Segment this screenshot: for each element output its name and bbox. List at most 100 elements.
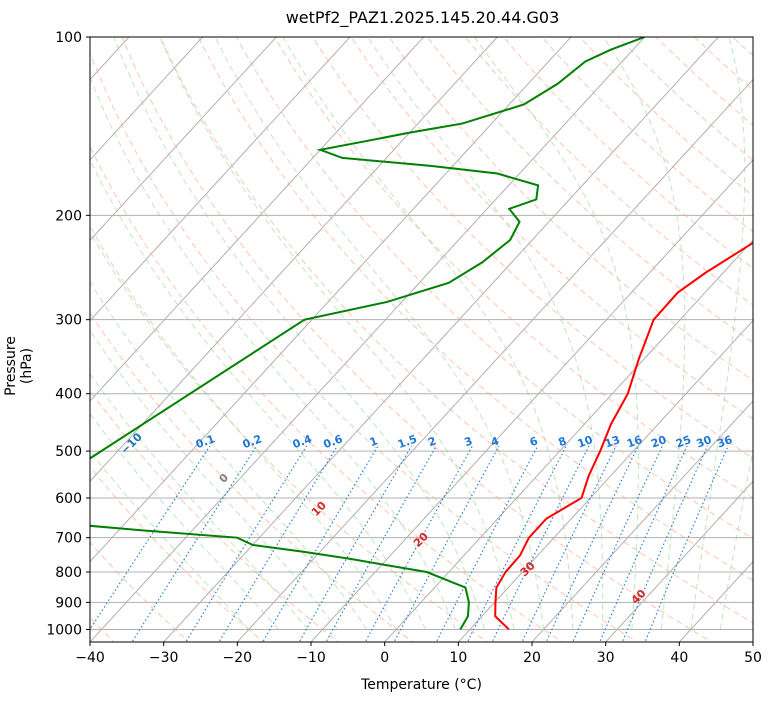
dry-adiabat-line — [426, 37, 753, 344]
moist-adiabat-line — [113, 37, 486, 630]
dry-adiabat-label: 0 — [217, 471, 232, 486]
y-tick-label: 500 — [55, 444, 82, 460]
mixing-ratio-line — [90, 445, 211, 631]
mixing-ratio-line — [393, 445, 500, 642]
dry-adiabat-line — [655, 37, 753, 126]
dry-adiabat-line — [731, 37, 753, 57]
dry-adiabat-line — [90, 541, 190, 642]
isotherm-line — [604, 480, 753, 642]
moist-adiabat-line — [90, 450, 250, 630]
moist-adiabat-line — [90, 225, 397, 630]
mixing-ratio-label: 36 — [715, 433, 734, 451]
mixing-ratio-label: 25 — [674, 433, 693, 450]
mixing-ratio-line — [466, 445, 567, 642]
moist-adiabat-line — [90, 413, 279, 630]
mixing-ratio-line — [298, 445, 413, 642]
dry-adiabat-label: 10 — [309, 499, 329, 519]
moist-adiabat-line — [90, 329, 338, 630]
dry-adiabat-line — [693, 37, 753, 91]
moist-adiabat-line — [690, 37, 746, 630]
dry-adiabat-line — [197, 37, 753, 581]
moist-adiabat-line — [90, 373, 309, 630]
dry-adiabat-line — [617, 37, 753, 161]
dry-adiabat-line — [90, 466, 265, 642]
mixing-ratio-label: 13 — [603, 433, 622, 450]
plot-frame — [89, 36, 754, 643]
y-tick-label: 400 — [55, 387, 82, 403]
mixing-ratio-line — [491, 445, 590, 642]
mixing-ratio-label: 16 — [625, 433, 644, 451]
mixing-ratio-line — [599, 445, 688, 642]
dry-adiabat-label: 40 — [629, 587, 649, 607]
mixing-ratio-label: 0.6 — [322, 432, 345, 451]
mixing-ratio-line — [325, 445, 437, 642]
dry-adiabat-line — [90, 231, 489, 642]
dry-adiabat-line — [90, 311, 414, 642]
y-tick-label: 800 — [55, 565, 82, 581]
dry-adiabat-line — [235, 37, 753, 540]
isotherm-line — [90, 37, 351, 322]
chart-title: wetPf2_PAZ1.2025.145.20.44.G03 — [285, 8, 560, 27]
y-tick-label: 700 — [55, 531, 82, 547]
dry-adiabat-line — [90, 51, 638, 642]
isotherm-line — [236, 78, 753, 642]
dry-adiabat-label: 20 — [411, 530, 431, 550]
moist-adiabat-line — [90, 280, 368, 630]
x-tick-label: 20 — [523, 650, 541, 666]
y-tick-label: 600 — [55, 491, 82, 507]
mixing-ratio-label: 0.2 — [241, 432, 264, 451]
mixing-ratio-label: 20 — [649, 433, 668, 451]
mixing-ratio-label: 30 — [695, 433, 714, 451]
moist-adiabat-line — [90, 76, 456, 630]
dry-adiabat-line — [350, 37, 753, 420]
isotherm-line — [383, 239, 753, 642]
dry-adiabat-label: 30 — [518, 559, 538, 579]
x-tick-label: 30 — [597, 650, 615, 666]
dry-adiabat-line — [756, 24, 775, 645]
x-tick-label: −40 — [75, 650, 105, 666]
x-tick-label: −30 — [149, 650, 179, 666]
mixing-ratio-label: 0.1 — [194, 432, 217, 451]
y-tick-label: 200 — [55, 208, 82, 224]
mixing-ratio-label: 6 — [528, 434, 540, 449]
y-axis-label: Pressure (hPa) — [3, 336, 35, 396]
x-tick-label: 40 — [670, 650, 688, 666]
dry-adiabat-line — [121, 37, 713, 642]
x-axis-label: Temperature (°C) — [361, 677, 482, 693]
mixing-ratio-line — [572, 445, 663, 642]
isotherm-line — [90, 37, 572, 563]
isotherm-line — [90, 37, 646, 642]
mixing-ratio-label: 4 — [489, 434, 501, 449]
mixing-ratio-line — [218, 445, 338, 642]
y-tick-label: 900 — [55, 595, 82, 611]
mixing-ratio-label: 1 — [368, 434, 380, 449]
mixing-ratio-label: 8 — [557, 434, 569, 449]
isotherm-line — [90, 37, 499, 483]
moist-adiabat-line — [214, 37, 545, 630]
moist-adiabat-line — [90, 158, 427, 630]
moist-adiabat-line — [159, 37, 515, 630]
x-tick-label: −10 — [296, 650, 326, 666]
mixing-ratio-line — [545, 445, 639, 642]
dry-adiabat-line — [90, 389, 340, 642]
moist-adiabat-line — [367, 37, 604, 630]
moist-adiabat-line — [282, 37, 574, 630]
moist-adiabat-line — [473, 37, 639, 630]
dry-adiabat-line — [90, 145, 564, 642]
dry-adiabat-line — [312, 37, 753, 459]
mixing-ratio-line — [185, 445, 308, 642]
plot-area: 0.10.20.40.611.52346810131620253036−100−… — [90, 24, 775, 645]
dry-adiabat-line — [541, 37, 753, 233]
isotherm-line — [678, 560, 753, 642]
dry-adiabat-line — [388, 37, 753, 382]
x-tick-label: 0 — [380, 650, 389, 666]
moist-adiabat-line — [719, 448, 753, 630]
mixing-ratio-label: 2 — [426, 434, 438, 449]
isotherm-line — [752, 641, 753, 642]
moist-adiabat-line — [602, 37, 686, 630]
temperature-line — [494, 241, 753, 631]
dry-adiabat-label: −10 — [118, 430, 145, 457]
isotherm-line — [162, 37, 720, 642]
